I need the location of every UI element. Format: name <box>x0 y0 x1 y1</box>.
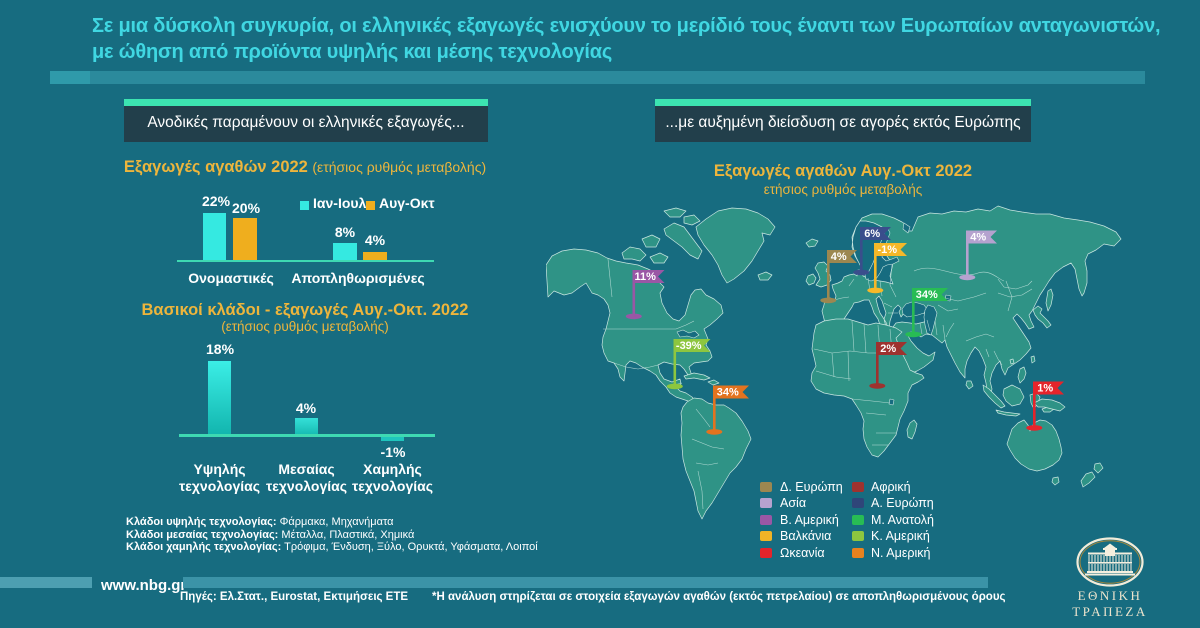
svg-text:1%: 1% <box>1037 383 1053 395</box>
svg-text:-1%: -1% <box>877 244 897 256</box>
svg-text:4%: 4% <box>970 232 986 244</box>
svg-text:34%: 34% <box>717 387 739 399</box>
svg-text:6%: 6% <box>864 228 880 240</box>
svg-text:2%: 2% <box>880 343 896 355</box>
svg-text:11%: 11% <box>635 271 657 283</box>
svg-text:-39%: -39% <box>676 340 702 352</box>
svg-text:34%: 34% <box>916 289 938 301</box>
svg-text:4%: 4% <box>831 251 847 263</box>
